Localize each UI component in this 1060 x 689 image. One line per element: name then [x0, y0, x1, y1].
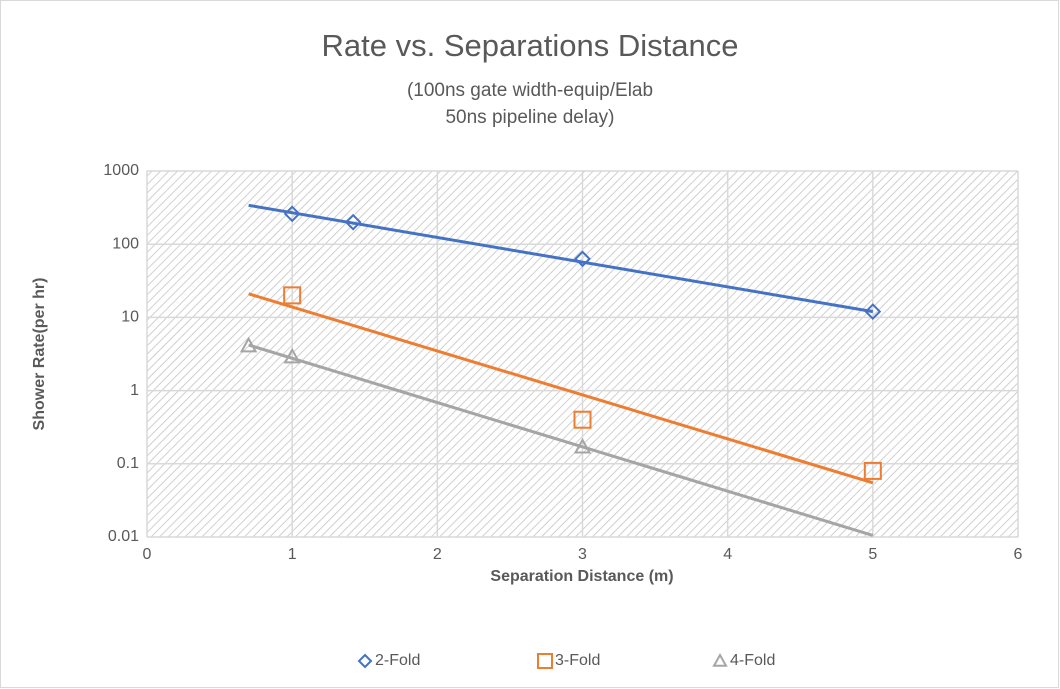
chart-title: Rate vs. Separations Distance	[322, 28, 739, 63]
trendline	[248, 343, 874, 537]
legend-marker	[537, 653, 553, 669]
data-point	[283, 205, 301, 223]
trendline	[248, 292, 874, 485]
x-tick-label: 5	[868, 546, 877, 563]
chart-subtitle: (100ns gate width-equip/Elab	[407, 80, 653, 101]
data-point	[863, 461, 882, 480]
data-point	[283, 286, 302, 305]
y-tick-label: 0.01	[108, 528, 139, 545]
x-axis-label: Separation Distance (m)	[490, 568, 673, 585]
x-tick-label: 4	[723, 546, 732, 563]
x-tick-label: 0	[143, 546, 152, 563]
y-axis-label: Shower Rate(per hr)	[31, 278, 48, 431]
legend-label: 3-Fold	[555, 652, 600, 669]
data-point	[283, 347, 301, 364]
data-point	[239, 336, 258, 353]
data-point	[573, 437, 592, 454]
trendline	[248, 203, 874, 314]
y-tick-label: 1000	[103, 162, 139, 179]
legend-label: 2-Fold	[375, 652, 420, 669]
x-tick-label: 1	[288, 546, 297, 563]
x-tick-label: 3	[578, 546, 587, 563]
legend-marker	[712, 652, 728, 667]
legend-label: 4-Fold	[730, 652, 775, 669]
chart-subtitle: 50ns pipeline delay)	[445, 107, 614, 128]
data-point	[344, 213, 362, 231]
x-tick-label: 6	[1014, 546, 1023, 563]
y-tick-label: 0.1	[117, 455, 139, 472]
x-tick-label: 2	[433, 546, 442, 563]
y-tick-label: 10	[121, 309, 139, 326]
data-point	[574, 250, 591, 268]
data-point	[864, 303, 882, 321]
y-tick-label: 1	[130, 382, 139, 399]
data-point	[573, 410, 592, 429]
y-tick-label: 100	[112, 235, 139, 252]
legend-marker	[357, 653, 373, 669]
